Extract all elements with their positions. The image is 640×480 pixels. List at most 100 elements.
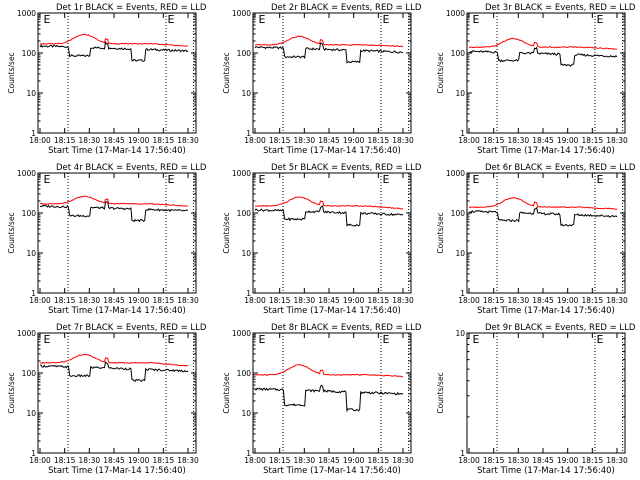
x-tick-label: 18:15 <box>153 296 175 305</box>
x-tick-label: 18:30 <box>392 456 414 465</box>
x-tick-label: 18:15 <box>368 456 390 465</box>
series-lld-line <box>39 195 189 207</box>
y-axis-label: Counts/sec <box>436 212 445 253</box>
y-tick-label: 1 <box>31 289 36 298</box>
x-axis-label: Start Time (17-Mar-14 17:56:40) <box>48 466 186 476</box>
y-tick-label: 1000 <box>17 329 36 338</box>
x-tick-label: 18:15 <box>582 456 604 465</box>
panel-det-6r: Det 6r BLACK = Events, RED = LLD 1 10 100 10… <box>436 163 636 316</box>
y-tick-label: 100 <box>22 49 37 58</box>
y-tick-label: 1 <box>246 289 251 298</box>
x-tick-label: 18:00 <box>458 136 480 145</box>
e-marker: E <box>383 333 390 346</box>
x-tick-label: 19:00 <box>128 456 150 465</box>
series-lld-line <box>468 37 618 50</box>
x-tick-label: 18:30 <box>294 136 316 145</box>
y-axis-label: Counts/sec <box>436 52 445 93</box>
e-marker: E <box>44 173 51 186</box>
x-tick-label: 18:30 <box>392 136 414 145</box>
y-tick-label: 100 <box>22 369 37 378</box>
y-tick-label: 10 <box>26 249 36 258</box>
y-tick-label: 100 <box>237 49 252 58</box>
x-tick-label: 18:30 <box>177 296 199 305</box>
e-marker: E <box>168 173 175 186</box>
x-tick-label: 18:00 <box>29 456 51 465</box>
panel-det-8r: Det 8r BLACK = Events, RED = LLD 1 10 100 10… <box>222 323 422 476</box>
y-tick-label: 1 <box>31 129 36 138</box>
e-marker: E <box>44 333 51 346</box>
x-tick-label: 18:30 <box>606 136 628 145</box>
panel-title: Det 3r BLACK = Events, RED = LLD <box>485 3 636 13</box>
y-tick-label: 100 <box>451 209 466 218</box>
y-tick-label: 100 <box>22 209 37 218</box>
e-marker: E <box>168 333 175 346</box>
y-tick-label: 100 <box>451 49 466 58</box>
x-tick-label: 18:45 <box>103 296 125 305</box>
x-tick-label: 18:30 <box>79 456 101 465</box>
series-events-line <box>39 40 189 62</box>
y-tick-label: 10 <box>26 409 36 418</box>
x-axis-label: Start Time (17-Mar-14 17:56:40) <box>48 146 186 156</box>
panel-title: Det 6r BLACK = Events, RED = LLD <box>485 163 636 173</box>
y-axis-label: Counts/sec <box>222 212 231 253</box>
y-tick-label: 1 <box>460 129 465 138</box>
y-tick-label: 1 <box>460 449 465 458</box>
y-axis-label: Counts/sec <box>7 212 16 253</box>
x-tick-label: 19:00 <box>343 136 365 145</box>
e-marker: E <box>597 13 604 26</box>
x-tick-label: 18:00 <box>29 296 51 305</box>
x-tick-label: 18:45 <box>318 296 340 305</box>
x-tick-label: 18:30 <box>606 296 628 305</box>
x-tick-label: 18:45 <box>103 456 125 465</box>
x-axis-label: Start Time (17-Mar-14 17:56:40) <box>477 306 615 316</box>
e-marker: E <box>259 173 266 186</box>
series-events-line <box>254 42 404 64</box>
x-axis-label: Start Time (17-Mar-14 17:56:40) <box>263 306 401 316</box>
y-tick-label: 1 <box>246 449 251 458</box>
plot-frame <box>252 332 412 454</box>
x-tick-label: 18:30 <box>177 136 199 145</box>
x-tick-label: 18:30 <box>508 136 530 145</box>
x-tick-label: 18:15 <box>54 456 76 465</box>
plot-frame <box>252 12 412 134</box>
panel-title: Det 9r BLACK = Events, RED = LLD <box>485 323 636 333</box>
panel-title: Det 5r BLACK = Events, RED = LLD <box>271 163 422 173</box>
x-axis-label: Start Time (17-Mar-14 17:56:40) <box>48 306 186 316</box>
series-lld-line <box>254 35 404 48</box>
plot-frame <box>37 172 197 294</box>
e-marker: E <box>383 173 390 186</box>
e-marker: E <box>383 13 390 26</box>
panel-title: Det 7r BLACK = Events, RED = LLD <box>56 323 207 333</box>
y-axis-label: Counts/sec <box>7 52 16 93</box>
y-axis-label: Counts/sec <box>7 372 16 413</box>
x-tick-label: 18:45 <box>103 136 125 145</box>
y-tick-label: 100 <box>237 369 252 378</box>
y-axis-label: Counts/sec <box>436 372 445 413</box>
y-tick-label: 10 <box>241 89 251 98</box>
panel-det-7r: Det 7r BLACK = Events, RED = LLD 1 10 100 10… <box>7 323 207 476</box>
x-tick-label: 19:00 <box>128 136 150 145</box>
y-axis-label: Counts/sec <box>222 52 231 93</box>
e-marker: E <box>259 333 266 346</box>
x-tick-label: 18:15 <box>368 136 390 145</box>
x-tick-label: 18:00 <box>458 456 480 465</box>
x-tick-label: 18:15 <box>483 136 505 145</box>
e-marker: E <box>473 173 480 186</box>
panel-title: Det 1r BLACK = Events, RED = LLD <box>56 3 207 13</box>
series-lld-line <box>468 197 618 210</box>
x-tick-label: 19:00 <box>343 296 365 305</box>
plot-frame <box>466 12 626 134</box>
y-tick-label: 1 <box>31 449 36 458</box>
e-marker: E <box>597 333 604 346</box>
plot-frame <box>466 172 626 294</box>
y-tick-label: 1000 <box>17 169 36 178</box>
panel-det-5r: Det 5r BLACK = Events, RED = LLD 1 10 100 10… <box>222 163 422 316</box>
series-lld-line <box>39 33 188 47</box>
x-tick-label: 18:15 <box>483 456 505 465</box>
x-tick-label: 18:00 <box>458 296 480 305</box>
y-tick-label: 10 <box>455 89 465 98</box>
x-tick-label: 18:15 <box>582 136 604 145</box>
x-tick-label: 19:00 <box>557 456 579 465</box>
x-tick-label: 18:15 <box>269 136 291 145</box>
y-tick-label: 1000 <box>232 169 251 178</box>
